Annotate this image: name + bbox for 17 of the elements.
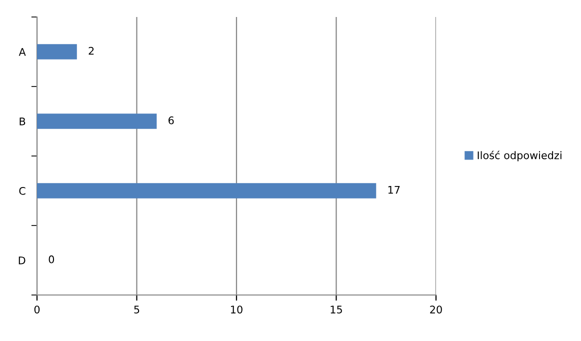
- y-tick-label: C: [19, 186, 26, 195]
- x-tick-label: 15: [330, 306, 342, 314]
- data-label: 2: [88, 46, 94, 55]
- x-tick-label: 10: [231, 306, 242, 314]
- data-label: 0: [48, 255, 54, 264]
- data-label: 6: [168, 116, 174, 124]
- bar: [37, 44, 77, 60]
- x-tick-label: 0: [34, 306, 40, 314]
- data-label: 17: [388, 186, 400, 194]
- bar: [37, 183, 376, 198]
- x-tick-label: 20: [430, 306, 442, 314]
- bar: [37, 114, 157, 129]
- y-tick-label: A: [18, 48, 26, 56]
- y-tick-label: D: [18, 256, 26, 264]
- y-tick-label: B: [20, 118, 26, 126]
- x-tick-label: 5: [134, 306, 140, 314]
- legend-label: Ilość odpowiedzi: [478, 150, 562, 162]
